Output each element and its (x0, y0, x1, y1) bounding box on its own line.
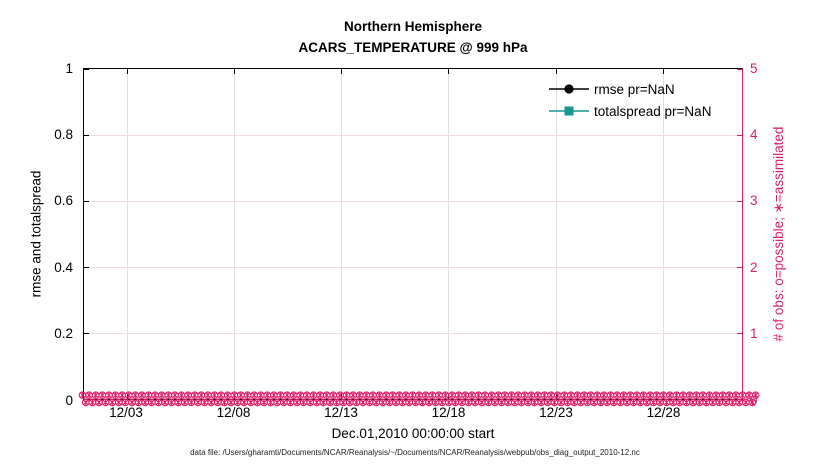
x-tick-mark-top (662, 69, 664, 74)
x-tick-label: 12/13 (324, 405, 358, 420)
obs-count-marker-band (78, 390, 760, 406)
y-tick-mark-right (737, 134, 742, 136)
legend: rmse pr=NaN totalspread pr=NaN (548, 78, 711, 122)
plot-area: rmse pr=NaN totalspread pr=NaN (78, 68, 760, 406)
y-tick-mark-right (737, 68, 742, 70)
x-tick-mark-top (555, 69, 557, 74)
vertical-gridline (662, 69, 664, 399)
y-tick-label-right: 3 (750, 193, 758, 209)
vertical-gridline (341, 69, 343, 399)
y-tick-mark-left (84, 200, 89, 202)
y-tick-mark-left (84, 266, 89, 268)
chart-title-block: Northern Hemisphere ACARS_TEMPERATURE @ … (83, 16, 743, 58)
chart-title: Northern Hemisphere (343, 19, 483, 34)
legend-item-rmse: rmse pr=NaN (548, 78, 711, 100)
left-axis-ticks: 0 0.2 0.4 0.6 0.8 1 (0, 61, 78, 408)
y-tick-mark-right (737, 266, 742, 268)
y-tick-label-left: 0 (65, 392, 73, 408)
y-tick-label-left: 0.2 (54, 326, 73, 342)
vertical-gridline (234, 69, 236, 399)
y-tick-label-left: 0.6 (54, 193, 73, 209)
x-axis-ticks: 12/03 12/08 12/13 12/18 12/23 12/28 (83, 405, 743, 423)
y-tick-label-right: 0 (750, 392, 758, 408)
y-tick-label-left: 1 (65, 60, 73, 76)
horizontal-gridline (84, 333, 742, 334)
x-tick-mark-top (341, 69, 343, 74)
legend-label: totalspread pr=NaN (594, 103, 712, 119)
x-tick-label: 12/28 (646, 405, 681, 420)
y-tick-label-right: 5 (750, 60, 758, 76)
data-file-caption: data file: /Users/gharamti/Documents/NCA… (190, 448, 640, 457)
x-tick-label: 12/08 (216, 405, 251, 420)
horizontal-gridline (84, 267, 742, 268)
totalspread-marker-swatch (549, 106, 589, 116)
x-tick-mark-top (126, 69, 128, 74)
chart-subtitle: ACARS_TEMPERATURE @ 999 hPa (298, 40, 528, 55)
y-tick-label-left: 0.4 (54, 259, 73, 275)
horizontal-gridline (84, 201, 742, 202)
y-tick-mark-left (84, 68, 89, 70)
legend-label: rmse pr=NaN (594, 81, 675, 97)
vertical-gridline (126, 69, 128, 399)
x-tick-label: 12/03 (109, 405, 143, 420)
y-tick-label-right: 2 (750, 259, 758, 275)
y-tick-mark-left (84, 134, 89, 136)
vertical-gridline (448, 69, 450, 399)
x-tick-mark-top (234, 69, 236, 74)
y-tick-mark-left (84, 332, 89, 334)
vertical-gridline (555, 69, 557, 399)
x-tick-label: 12/23 (539, 405, 573, 420)
legend-item-totalspread: totalspread pr=NaN (548, 100, 711, 122)
y-tick-label-right: 1 (750, 326, 758, 342)
x-axis-label: Dec.01,2010 00:00:00 start (331, 426, 495, 441)
y-tick-label-right: 4 (750, 126, 758, 142)
y-tick-mark-right (737, 200, 742, 202)
horizontal-gridline (84, 135, 742, 136)
y-tick-label-left: 0.8 (54, 126, 73, 142)
x-tick-label: 12/18 (431, 405, 466, 420)
right-axis-ticks: 0 1 2 3 4 5 (750, 61, 790, 408)
rmse-marker-swatch (549, 84, 589, 94)
y-tick-mark-right (737, 332, 742, 334)
x-tick-mark-top (448, 69, 450, 74)
